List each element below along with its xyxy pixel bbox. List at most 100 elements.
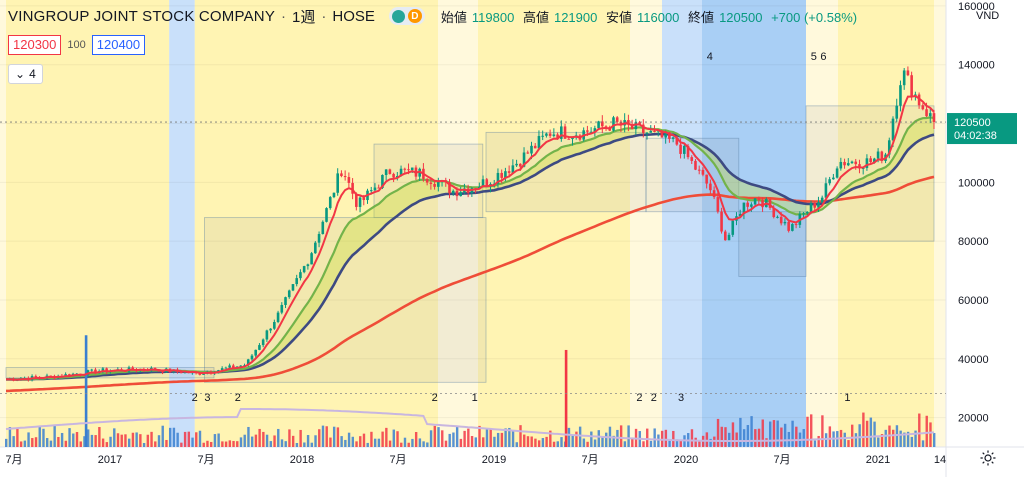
y-tick-label: 100000: [958, 177, 995, 189]
volume-bar: [180, 442, 183, 447]
delayed-data-icon: D: [407, 9, 422, 23]
gear-icon[interactable]: [979, 449, 997, 467]
volume-bar: [243, 434, 246, 447]
candle-body: [612, 117, 615, 131]
indicators-collapse-button[interactable]: ⌄ 4: [8, 64, 43, 84]
volume-spike-bar: [84, 335, 88, 447]
volume-bar: [631, 438, 634, 447]
candle-body: [820, 197, 824, 203]
volume-bar: [113, 428, 116, 447]
candle-body: [258, 345, 261, 350]
volume-bar: [109, 436, 112, 447]
volume-bar: [53, 425, 56, 447]
candle-body: [899, 85, 902, 106]
candle-body: [299, 272, 302, 279]
volume-bar: [828, 426, 832, 447]
volume-bar: [135, 432, 138, 447]
volume-bar: [537, 440, 541, 447]
volume-bar: [791, 420, 794, 447]
volume-bar: [388, 440, 392, 447]
candle-body: [593, 128, 597, 132]
sell-button[interactable]: 120300: [8, 35, 62, 55]
volume-bar: [187, 431, 191, 447]
y-tick-label: 160000: [958, 1, 995, 13]
bar-countdown: 04:02:38: [954, 130, 997, 142]
volume-bar: [139, 434, 142, 447]
volume-bar: [385, 427, 388, 447]
volume-bar: [98, 427, 101, 447]
candle-body: [653, 130, 656, 132]
candle-body: [772, 207, 776, 218]
candle-body: [910, 75, 913, 97]
volume-bar: [362, 433, 366, 447]
volume-bar: [280, 439, 284, 447]
candle-body: [105, 368, 108, 372]
interval-label[interactable]: 1週: [292, 8, 316, 26]
candle-body: [589, 131, 593, 133]
candle-body: [347, 177, 351, 183]
candle-body: [615, 117, 619, 122]
volume-bar: [57, 436, 60, 447]
candle-body: [287, 290, 291, 298]
volume-bar: [657, 434, 660, 447]
volume-ma-line: [5, 408, 935, 442]
volume-bar: [195, 432, 198, 447]
x-tick-label-current: 14: [934, 454, 946, 466]
buy-button[interactable]: 120400: [91, 35, 146, 55]
candle-body: [388, 169, 392, 174]
volume-bar: [560, 437, 563, 447]
volume-bar: [623, 441, 627, 447]
candle-body: [843, 161, 846, 166]
volume-bar: [519, 425, 522, 447]
volume-bar: [593, 439, 597, 447]
y-tick-label: 20000: [958, 413, 989, 425]
candle-body: [876, 151, 880, 159]
volume-bar: [444, 440, 448, 447]
candle-body: [392, 173, 395, 178]
y-tick-label: 80000: [958, 236, 989, 248]
volume-bar: [470, 436, 474, 447]
volume-bar: [27, 432, 30, 447]
volume-bar: [810, 414, 813, 447]
candle-body: [496, 172, 500, 184]
candle-body: [709, 183, 712, 191]
volume-bar: [884, 429, 887, 447]
volume-bar: [925, 415, 928, 447]
volume-bar: [742, 429, 746, 447]
candle-body: [723, 231, 727, 241]
candle-body: [202, 373, 205, 375]
volume-bar: [467, 428, 470, 447]
volume-bar: [865, 420, 869, 447]
candle-body: [854, 161, 858, 165]
candle-body: [500, 172, 503, 178]
candle-body: [261, 339, 265, 346]
candle-body: [511, 165, 515, 173]
volume-bar: [94, 435, 97, 447]
candle-body: [310, 253, 313, 265]
candle-body: [560, 126, 563, 139]
candle-body: [90, 369, 94, 371]
volume-bar: [299, 429, 302, 447]
volume-bar: [899, 430, 902, 447]
candle-body: [451, 190, 455, 194]
volume-bar: [824, 433, 828, 447]
volume-bar: [165, 439, 168, 447]
candle-body: [563, 126, 567, 139]
volume-bar: [843, 432, 846, 447]
candle-body: [642, 124, 645, 133]
volume-bar: [258, 428, 261, 447]
volume-bar: [735, 432, 738, 447]
candle-body: [526, 152, 530, 154]
volume-bar: [485, 428, 489, 447]
candle-body: [373, 187, 377, 191]
symbol-title[interactable]: VINGROUP JOINT STOCK COMPANY: [8, 7, 276, 25]
volume-bar: [105, 442, 109, 447]
session-band-2: [194, 0, 438, 447]
candle-body: [712, 190, 716, 198]
volume-bar: [772, 420, 776, 447]
volume-bar: [918, 413, 921, 447]
volume-bar: [765, 438, 768, 447]
volume-bar: [851, 424, 854, 447]
market-status-toggle[interactable]: D: [388, 7, 425, 25]
